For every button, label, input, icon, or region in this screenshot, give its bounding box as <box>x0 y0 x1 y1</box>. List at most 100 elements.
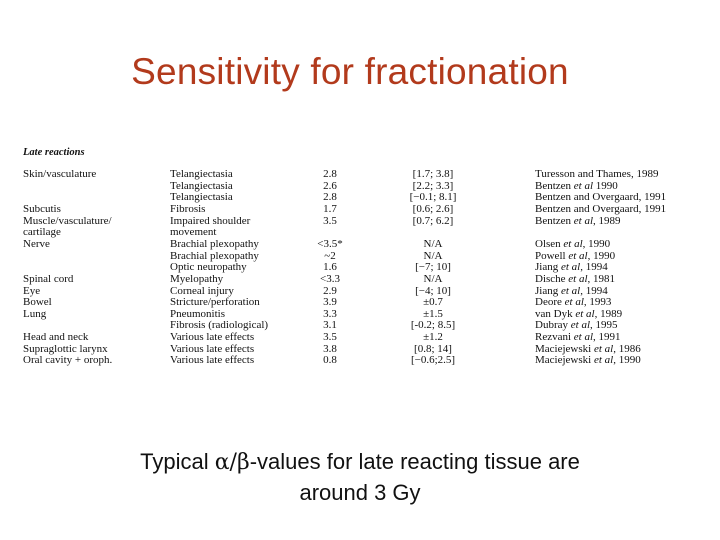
endpoint-cell: Various late effects <box>170 342 255 355</box>
reference-cell: Turesson and Thames, 1989 <box>535 168 659 180</box>
reference-cell: Deore et al, 1993 <box>535 296 612 309</box>
slide-subtitle: Typical α/β-values for late reacting tis… <box>0 447 720 508</box>
table-row: Skin/vasculature Telangiectasia 2.8 [1.7; 3… <box>20 168 710 180</box>
alpha-beta-cell: 3.3 <box>323 307 337 320</box>
alpha-beta-cell: 2.8 <box>323 168 337 180</box>
alpha-beta-cell: ~2 <box>324 249 336 262</box>
confidence-interval-cell: [−0.1; 8.1] <box>409 191 457 204</box>
endpoint-cell: Myelopathy <box>170 272 224 285</box>
confidence-interval-cell: [-0.2; 8.5] <box>410 319 456 332</box>
reference-cell: van Dyk et al, 1989 <box>535 307 623 320</box>
alpha-beta-cell: 3.9 <box>323 296 337 309</box>
endpoint-cell: Fibrosis (radiological) <box>170 319 269 332</box>
reference-cell: Maciejewski et al, 1986 <box>535 342 641 355</box>
reference-cell: Olsen et al, 1990 <box>535 237 611 250</box>
table-row: Oral cavity + oroph. Various late effects… <box>20 354 710 366</box>
section-heading: Late reactions <box>23 147 85 158</box>
tissue-cell: Bowel <box>23 296 52 309</box>
table-row: Eye Corneal injury 2.9 [−4; 10] Jiang et al,… <box>20 285 710 297</box>
reference-cell: Bentzen and Overgaard, 1991 <box>535 202 667 215</box>
confidence-interval-cell: ±0.7 <box>423 296 443 309</box>
endpoint-cell: Brachial plexopathy <box>170 249 259 262</box>
endpoint-cell: Telangiectasia <box>170 179 233 192</box>
alpha-beta-cell: 1.6 <box>323 261 337 274</box>
reference-cell: Bentzen et al 1990 <box>535 179 618 192</box>
alpha-beta-cell: 3.5 <box>323 331 337 344</box>
reference-cell: Maciejewski et al, 1990 <box>535 354 641 367</box>
tissue-cell: cartilage <box>23 226 61 239</box>
alpha-beta-cell: 3.8 <box>323 342 337 355</box>
tissue-cell: Head and neck <box>23 331 89 344</box>
tissue-cell: Spinal cord <box>23 272 74 285</box>
reference-cell: Dische et al, 1981 <box>535 272 616 285</box>
subtitle-line-2: around 3 Gy <box>299 480 421 505</box>
tissue-cell: Nerve <box>23 237 50 250</box>
reference-cell: Dubray et al, 1995 <box>535 319 618 332</box>
alpha-beta-cell: <3.5* <box>317 237 343 250</box>
alpha-beta-cell: <3.3 <box>320 272 340 285</box>
table-row: cartilage movement <box>20 226 710 238</box>
late-reactions-table: Late reactions Skin/vasculature Telangiec… <box>20 145 710 420</box>
confidence-interval-cell: [−0.6;2.5] <box>410 354 456 367</box>
confidence-interval-cell: [−7; 10] <box>415 261 451 274</box>
table-row: Subcutis Fibrosis 1.7 [0.6; 2.6] Bentzen and… <box>20 203 710 215</box>
confidence-interval-cell: N/A <box>423 272 443 285</box>
table-row: Fibrosis (radiological) 3.1 [-0.2; 8.5] Dub… <box>20 319 710 331</box>
subtitle-line-1: Typical α/β-values for late reacting tis… <box>0 447 720 478</box>
tissue-cell: Eye <box>23 284 41 297</box>
confidence-interval-cell: [0.6; 2.6] <box>412 202 454 215</box>
table-row: Telangiectasia 2.8 [−0.1; 8.1] Bentzen and … <box>20 191 710 203</box>
confidence-interval-cell: N/A <box>423 249 443 262</box>
confidence-interval-cell: [0.7; 6.2] <box>412 214 454 227</box>
table-row: Optic neuropathy 1.6 [−7; 10] Jiang et al, … <box>20 261 710 273</box>
table-row: Muscle/vasculature/Impaired shoulder 3.5 [… <box>20 215 710 227</box>
reference-cell: Bentzen et al, 1989 <box>535 214 621 227</box>
endpoint-cell: Stricture/perforation <box>170 296 260 309</box>
endpoint-cell: Various late effects <box>170 354 255 367</box>
reference-cell: Jiang et al, 1994 <box>535 284 608 297</box>
endpoint-cell: Pneumonitis <box>170 307 226 320</box>
alpha-beta-cell: 3.5 <box>323 214 337 227</box>
tissue-cell: Oral cavity + oroph. <box>23 354 113 367</box>
endpoint-cell: Telangiectasia <box>170 168 233 180</box>
confidence-interval-cell: [1.7; 3.8] <box>412 168 454 180</box>
table-row: Bowel Stricture/perforation 3.9 ±0.7 Deore e… <box>20 296 710 308</box>
table-row: Lung Pneumonitis 3.3 ±1.5 van Dyk et al, 198… <box>20 308 710 320</box>
alpha-beta-cell: 2.9 <box>323 284 337 297</box>
endpoint-cell: Impaired shoulder <box>170 214 251 227</box>
confidence-interval-cell: [2.2; 3.3] <box>412 179 454 192</box>
confidence-interval-cell: [−4; 10] <box>415 284 451 297</box>
subtitle-text-post: -values for late reacting tissue are <box>249 449 580 474</box>
table-row: Supraglottic larynx Various late effects 3… <box>20 343 710 355</box>
confidence-interval-cell: ±1.2 <box>423 331 443 344</box>
table-row: Head and neck Various late effects 3.5 ±1.2… <box>20 331 710 343</box>
alpha-beta-symbol: α/β <box>214 450 250 475</box>
alpha-beta-cell: 3.1 <box>323 319 337 332</box>
tissue-cell: Skin/vasculature <box>23 168 97 180</box>
tissue-cell: Supraglottic larynx <box>23 342 108 355</box>
confidence-interval-cell: [0.8; 14] <box>414 342 452 355</box>
endpoint-cell: Various late effects <box>170 331 255 344</box>
subtitle-text-pre: Typical <box>140 449 215 474</box>
endpoint-cell: Optic neuropathy <box>170 261 247 274</box>
alpha-beta-cell: 1.7 <box>323 202 337 215</box>
reference-cell: Bentzen and Overgaard, 1991 <box>535 191 667 204</box>
confidence-interval-cell: N/A <box>423 237 443 250</box>
reference-cell: Powell et al, 1990 <box>535 249 616 262</box>
confidence-interval-cell: ±1.5 <box>423 307 443 320</box>
alpha-beta-cell: 2.8 <box>323 191 337 204</box>
alpha-beta-cell: 2.6 <box>323 179 337 192</box>
table-row: Telangiectasia 2.6 [2.2; 3.3] Bentzen et al… <box>20 180 710 192</box>
tissue-cell: Lung <box>23 307 47 320</box>
reference-cell: Rezvani et al, 1991 <box>535 331 621 344</box>
table-row: Nerve Brachial plexopathy <3.5* N/A Olsen et… <box>20 238 710 250</box>
endpoint-cell: Corneal injury <box>170 284 234 297</box>
tissue-cell: Subcutis <box>23 202 61 215</box>
table-row: Spinal cord Myelopathy <3.3 N/A Dische et al… <box>20 273 710 285</box>
slide-title: Sensitivity for fractionation <box>131 51 569 92</box>
alpha-beta-cell: 0.8 <box>323 354 337 367</box>
table-row: Brachial plexopathy ~2 N/A Powell et al, 19… <box>20 250 710 262</box>
endpoint-cell: Fibrosis <box>170 202 206 215</box>
endpoint-cell: Brachial plexopathy <box>170 237 259 250</box>
endpoint-cell: Telangiectasia <box>170 191 233 204</box>
